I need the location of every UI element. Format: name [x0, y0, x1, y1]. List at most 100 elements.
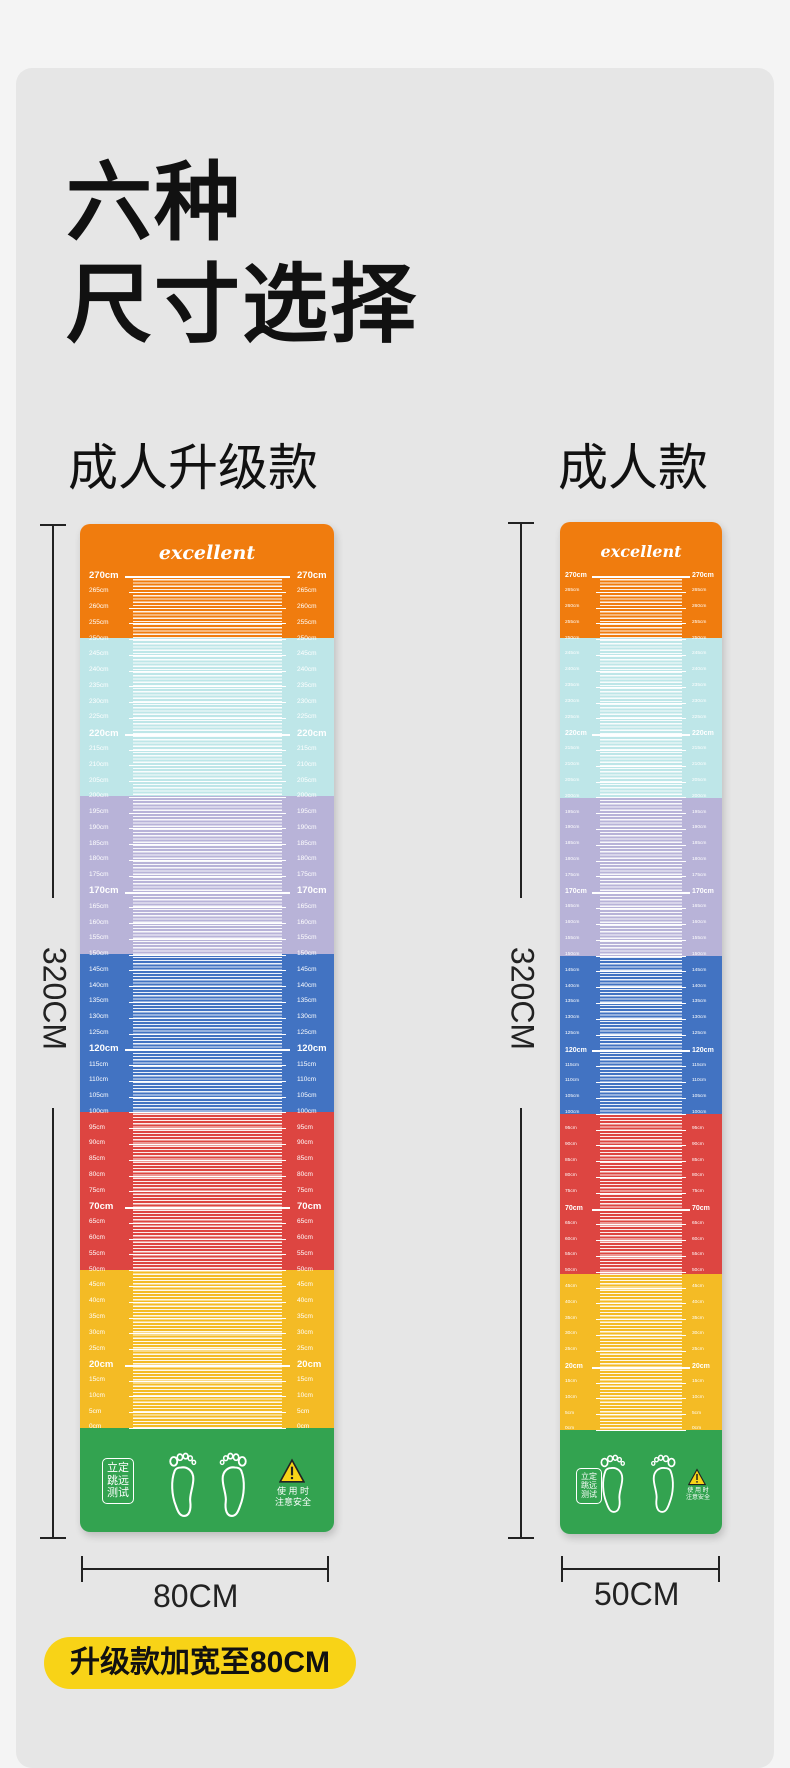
tick-label-r: 105cm — [692, 1094, 707, 1100]
tick-label-r: 260cm — [692, 603, 707, 609]
tick-line — [129, 1080, 286, 1082]
tick-line — [129, 938, 286, 940]
tick-line — [596, 749, 686, 751]
tick-label-l: 125cm — [565, 1030, 580, 1036]
tick-label-l: 0cm — [565, 1426, 575, 1432]
tick-line — [596, 1018, 686, 1020]
tick-label-l: 90cm — [565, 1141, 577, 1147]
heading-line-2: 尺寸选择 — [66, 257, 418, 353]
tick-label-l: 245cm — [565, 651, 580, 657]
tick-label-r: 215cm — [692, 746, 707, 752]
tick-label-l: 50cm — [565, 1268, 577, 1274]
tick-line — [596, 607, 686, 609]
tick-line — [596, 1176, 686, 1178]
tick-label-l: 190cm — [89, 823, 109, 831]
tick-label-r: 25cm — [692, 1347, 704, 1353]
tick-label-r: 85cm — [692, 1157, 704, 1163]
tick-line — [596, 813, 686, 815]
tick-line — [596, 908, 686, 910]
tick-line — [596, 1350, 686, 1352]
badge-line: 跳远 — [581, 1481, 597, 1491]
tick-label-l: 20cm — [565, 1362, 583, 1370]
footprint-icon — [600, 1454, 625, 1513]
left-model-title: 成人升级款 — [68, 440, 318, 496]
left-dim-line-bottom — [52, 1108, 54, 1538]
tick-line — [596, 797, 686, 799]
tick-line — [596, 1430, 686, 1431]
tick-label-l: 35cm — [89, 1312, 105, 1320]
tick-line — [596, 1192, 686, 1194]
tick-label-r: 140cm — [297, 981, 317, 989]
tick-line — [596, 1303, 686, 1305]
tick-label-r: 240cm — [692, 667, 707, 673]
tick-line — [596, 686, 686, 688]
tick-line — [129, 986, 286, 988]
tick-label-r: 210cm — [692, 762, 707, 768]
tick-line — [596, 1256, 686, 1258]
tick-line — [129, 1317, 286, 1319]
tick-label-r: 235cm — [297, 681, 317, 689]
tick-line — [596, 639, 686, 641]
tick-label-l: 165cm — [89, 902, 109, 910]
tick-line — [129, 828, 286, 830]
tick-line — [125, 1364, 290, 1367]
tick-line — [596, 655, 686, 657]
tick-label-r: 30cm — [692, 1331, 704, 1337]
footprint-icon — [219, 1452, 247, 1517]
tick-label-l: 115cm — [89, 1060, 109, 1068]
tick-line — [125, 1207, 290, 1210]
tick-label-r: 180cm — [297, 855, 317, 863]
tick-label-r: 185cm — [692, 841, 707, 847]
tick-label-r: 225cm — [297, 713, 317, 721]
tick-label-l: 245cm — [89, 650, 109, 658]
tick-label-r: 125cm — [692, 1030, 707, 1036]
tick-line — [596, 860, 686, 862]
tick-line — [129, 1428, 286, 1429]
tick-label-l: 75cm — [565, 1189, 577, 1195]
tick-label-l: 215cm — [565, 746, 580, 752]
tick-label-r: 155cm — [692, 936, 707, 942]
tick-label-l: 215cm — [89, 744, 109, 752]
tick-label-r: 0cm — [297, 1423, 310, 1431]
tick-line — [125, 1049, 290, 1052]
tick-label-r: 235cm — [692, 683, 707, 689]
tick-label-r: 265cm — [297, 587, 317, 595]
tick-line — [596, 923, 686, 925]
standing-jump-badge: 立定 跳远 测试 — [576, 1468, 602, 1504]
tick-label-l: 135cm — [565, 999, 580, 1005]
tick-label-l: 200cm — [565, 793, 580, 799]
tick-label-l: 100cm — [565, 1110, 580, 1116]
right-mat: excellent 270cm 270cm 265cm 265cm 260cm 260cm 2… — [560, 522, 722, 1534]
tick-label-l: 120cm — [565, 1046, 587, 1054]
tick-label-r: 135cm — [692, 999, 707, 1005]
tick-label-r: 250cm — [692, 635, 707, 641]
tick-label-r: 225cm — [692, 714, 707, 720]
right-width-line — [561, 1568, 720, 1570]
tick-label-r: 260cm — [297, 602, 317, 610]
tick-line — [129, 970, 286, 972]
tick-label-l: 80cm — [89, 1170, 105, 1178]
tick-label-l: 205cm — [89, 776, 109, 784]
tick-line — [596, 1097, 686, 1099]
tick-label-r: 145cm — [692, 967, 707, 973]
tick-label-l: 170cm — [565, 888, 587, 896]
upgrade-note-pill: 升级款加宽至80CM — [44, 1637, 356, 1689]
tick-label-l: 175cm — [565, 872, 580, 878]
tick-label-r: 135cm — [297, 997, 317, 1005]
tick-label-l: 160cm — [565, 920, 580, 926]
tick-label-r: 170cm — [692, 888, 714, 896]
tick-label-l: 70cm — [565, 1204, 583, 1212]
tick-label-r: 195cm — [297, 808, 317, 816]
tick-label-l: 185cm — [89, 839, 109, 847]
tick-label-r: 10cm — [297, 1391, 313, 1399]
tick-label-l: 45cm — [565, 1284, 577, 1290]
tick-label-l: 155cm — [89, 934, 109, 942]
tick-label-r: 105cm — [297, 1092, 317, 1100]
tick-line — [596, 1319, 686, 1321]
tick-line — [129, 1270, 286, 1272]
tick-label-l: 240cm — [89, 666, 109, 674]
standing-jump-badge: 立定 跳远 测试 — [102, 1458, 134, 1504]
tick-label-l: 0cm — [89, 1423, 102, 1431]
tick-label-l: 60cm — [89, 1234, 105, 1242]
mat-brand-text: excellent — [158, 542, 256, 564]
